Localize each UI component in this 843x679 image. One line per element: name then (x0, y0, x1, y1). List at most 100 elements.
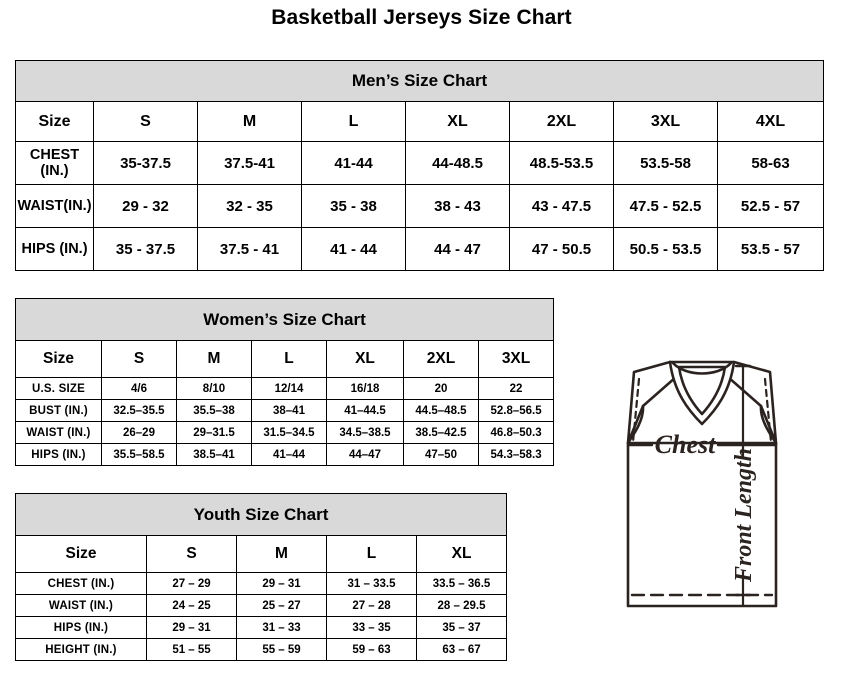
mens-cell: 44-48.5 (405, 141, 510, 185)
youth-row-label: WAIST (IN.) (15, 594, 147, 617)
jersey-right-sleeve-curve (759, 404, 778, 445)
table-row: WAIST (IN.) 24 – 25 25 – 27 27 – 28 28 –… (15, 594, 508, 617)
womens-cell: 16/18 (326, 377, 404, 400)
womens-cell: 52.8–56.5 (477, 399, 555, 422)
youth-banner: Youth Size Chart (14, 493, 508, 536)
mens-row-label: HIPS (IN.) (15, 227, 94, 271)
womens-cell: 41–44 (251, 443, 327, 466)
womens-cell: 35.5–58.5 (101, 443, 177, 466)
mens-cell: 47.5 - 52.5 (613, 184, 718, 228)
mens-cell: 37.5-41 (197, 141, 302, 185)
womens-col-size: Size (15, 340, 102, 378)
youth-cell: 29 – 31 (146, 616, 237, 639)
mens-cell: 53.5 - 57 (716, 227, 825, 271)
page-title: Basketball Jerseys Size Chart (271, 6, 572, 29)
jersey-collar-band (671, 361, 733, 375)
mens-cell: 47 - 50.5 (509, 227, 614, 271)
youth-col-l: L (326, 535, 417, 573)
mens-cell: 44 - 47 (405, 227, 510, 271)
mens-cell: 53.5-58 (613, 141, 718, 185)
womens-cell: 38.5–42.5 (403, 421, 479, 444)
womens-row-label: BUST (IN.) (15, 399, 102, 422)
youth-cell: 31 – 33 (236, 616, 327, 639)
youth-col-size: Size (15, 535, 147, 573)
mens-row-label: WAIST(IN.) (15, 184, 94, 228)
mens-row-label: CHEST (IN.) (15, 141, 94, 185)
mens-cell: 38 - 43 (405, 184, 510, 228)
youth-cell: 27 – 29 (146, 572, 237, 595)
womens-row-label: WAIST (IN.) (15, 421, 102, 444)
jersey-measurement-diagram: Chest Front Length (548, 358, 838, 658)
womens-cell: 54.3–58.3 (477, 443, 555, 466)
youth-cell: 25 – 27 (236, 594, 327, 617)
mens-cell: 50.5 - 53.5 (613, 227, 718, 271)
table-row: CHEST (IN.) 35-37.5 37.5-41 41-44 44-48.… (15, 141, 825, 185)
womens-cell: 44–47 (326, 443, 404, 466)
mens-cell: 43 - 47.5 (509, 184, 614, 228)
mens-cell: 48.5-53.5 (509, 141, 614, 185)
youth-banner-row: Youth Size Chart (14, 493, 508, 536)
youth-col-xl: XL (415, 535, 508, 573)
mens-col-m: M (197, 101, 302, 142)
youth-cell: 28 – 29.5 (415, 594, 508, 617)
youth-cell: 33.5 – 36.5 (415, 572, 508, 595)
mens-col-s: S (93, 101, 198, 142)
womens-cell: 12/14 (251, 377, 327, 400)
mens-cell: 35 - 38 (301, 184, 406, 228)
womens-cell: 35.5–38 (176, 399, 252, 422)
womens-cell: 34.5–38.5 (326, 421, 404, 444)
womens-cell: 4/6 (101, 377, 177, 400)
womens-col-l: L (251, 340, 327, 378)
youth-cell: 59 – 63 (326, 638, 417, 661)
youth-cell: 33 – 35 (326, 616, 417, 639)
mens-size-chart: Men’s Size Chart Size S M L XL 2XL 3XL 4… (14, 60, 825, 271)
womens-cell: 41–44.5 (326, 399, 404, 422)
womens-cell: 44.5–48.5 (403, 399, 479, 422)
womens-cell: 47–50 (403, 443, 479, 466)
mens-banner-row: Men’s Size Chart (14, 60, 825, 102)
womens-cell: 46.8–50.3 (477, 421, 555, 444)
womens-col-2xl: 2XL (403, 340, 479, 378)
womens-col-m: M (176, 340, 252, 378)
mens-cell: 37.5 - 41 (197, 227, 302, 271)
womens-col-s: S (101, 340, 177, 378)
jersey-right-cuff-dash (763, 377, 773, 444)
youth-cell: 27 – 28 (326, 594, 417, 617)
chest-label: Chest (655, 430, 716, 459)
womens-cell: 20 (403, 377, 479, 400)
womens-cell: 38–41 (251, 399, 327, 422)
front-length-label: Front Length (731, 448, 757, 583)
mens-col-xl: XL (405, 101, 510, 142)
youth-cell: 31 – 33.5 (326, 572, 417, 595)
womens-cell: 31.5–34.5 (251, 421, 327, 444)
table-row: WAIST (IN.) 26–29 29–31.5 31.5–34.5 34.5… (15, 421, 555, 444)
womens-cell: 8/10 (176, 377, 252, 400)
youth-cell: 29 – 31 (236, 572, 327, 595)
mens-cell: 35 - 37.5 (93, 227, 198, 271)
jersey-torso-shape (626, 441, 778, 608)
womens-cell: 26–29 (101, 421, 177, 444)
youth-cell: 55 – 59 (236, 638, 327, 661)
youth-cell: 24 – 25 (146, 594, 237, 617)
table-row: HIPS (IN.) 35 - 37.5 37.5 - 41 41 - 44 4… (15, 227, 825, 271)
youth-row-label: CHEST (IN.) (15, 572, 147, 595)
womens-header-row: Size S M L XL 2XL 3XL (15, 340, 555, 378)
table-row: HIPS (IN.) 29 – 31 31 – 33 33 – 35 35 – … (15, 616, 508, 639)
youth-col-s: S (146, 535, 237, 573)
table-row: HIPS (IN.) 35.5–58.5 38.5–41 41–44 44–47… (15, 443, 555, 466)
womens-row-label: HIPS (IN.) (15, 443, 102, 466)
table-row: BUST (IN.) 32.5–35.5 35.5–38 38–41 41–44… (15, 399, 555, 422)
mens-col-2xl: 2XL (509, 101, 614, 142)
womens-banner-row: Women’s Size Chart (14, 298, 555, 341)
mens-col-4xl: 4XL (716, 101, 825, 142)
mens-cell: 29 - 32 (93, 184, 198, 228)
womens-cell: 29–31.5 (176, 421, 252, 444)
youth-row-label: HEIGHT (IN.) (15, 638, 147, 661)
jersey-left-cuff-dash (631, 377, 641, 444)
youth-size-chart: Youth Size Chart Size S M L XL CHEST (IN… (14, 493, 508, 661)
youth-cell: 51 – 55 (146, 638, 237, 661)
womens-cell: 38.5–41 (176, 443, 252, 466)
mens-cell: 35-37.5 (93, 141, 198, 185)
youth-cell: 63 – 67 (415, 638, 508, 661)
youth-col-m: M (236, 535, 327, 573)
